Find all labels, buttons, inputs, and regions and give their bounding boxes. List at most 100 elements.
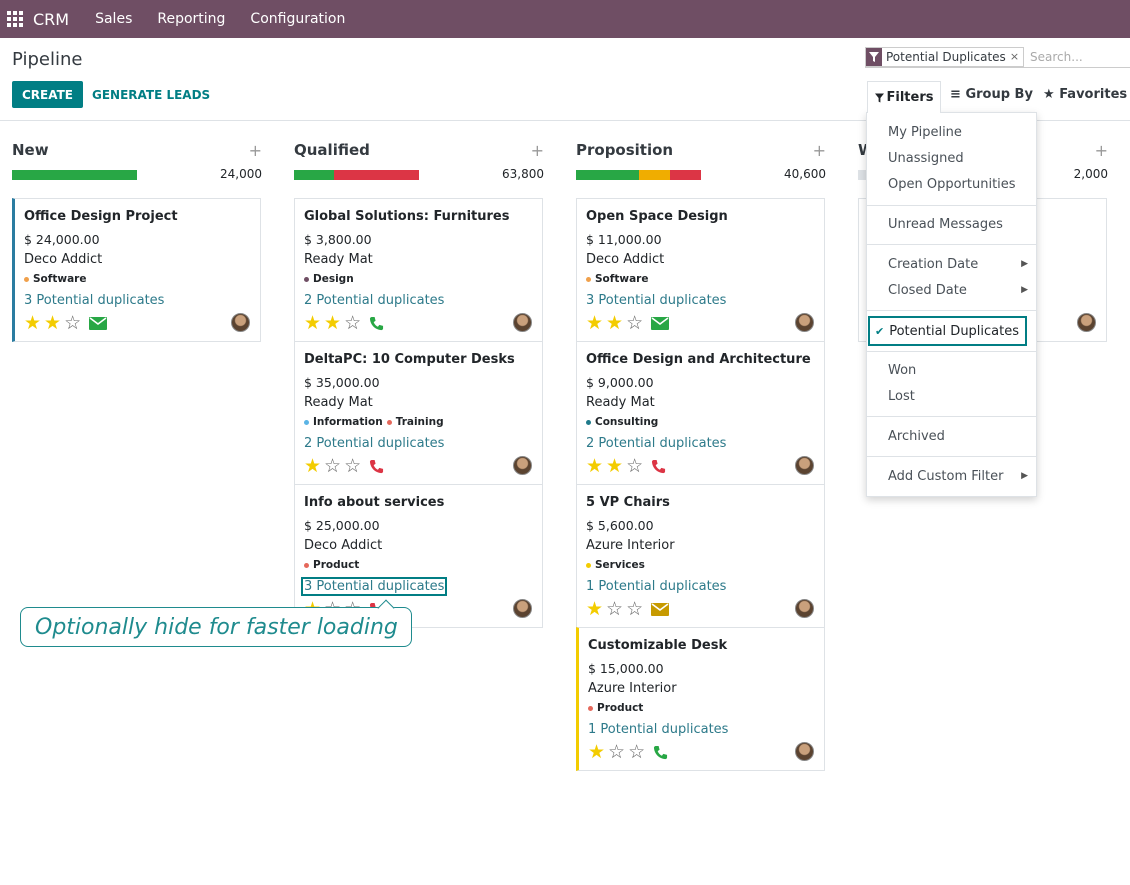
star-empty-icon[interactable]: ☆ [626, 598, 644, 620]
star-empty-icon[interactable]: ☆ [64, 312, 82, 334]
card-footer: ★☆☆ [304, 457, 384, 476]
column-title[interactable]: New [12, 141, 49, 159]
kanban-card[interactable]: DeltaPC: 10 Computer Desks $ 35,000.00 Rea… [294, 341, 543, 485]
avatar[interactable] [231, 313, 250, 332]
filter-unread-messages[interactable]: Unread Messages [867, 211, 1036, 237]
filter-my-pipeline[interactable]: My Pipeline [867, 119, 1036, 145]
star-filled-icon[interactable]: ★ [588, 741, 606, 763]
star-filled-icon[interactable]: ★ [606, 455, 624, 477]
envelope-icon[interactable] [89, 317, 108, 330]
facet-remove-icon[interactable]: × [1009, 50, 1020, 63]
column-progress-bar[interactable] [294, 170, 419, 180]
progress-segment[interactable] [669, 170, 701, 180]
star-empty-icon[interactable]: ☆ [606, 598, 624, 620]
generate-leads-button[interactable]: GENERATE LEADS [92, 87, 211, 102]
kanban-card[interactable]: Info about services $ 25,000.00 Deco Addic… [294, 484, 543, 628]
phone-icon[interactable] [369, 459, 384, 474]
filter-lost[interactable]: Lost [867, 383, 1036, 409]
add-card-icon[interactable]: + [248, 141, 262, 160]
potential-duplicates-link[interactable]: 2 Potential duplicates [304, 436, 445, 451]
filter-won[interactable]: Won [867, 357, 1036, 383]
potential-duplicates-link[interactable]: 3 Potential duplicates [24, 293, 165, 308]
potential-duplicates-link[interactable]: 2 Potential duplicates [304, 293, 445, 308]
filters-toggle[interactable]: Filters [867, 81, 941, 113]
avatar[interactable] [795, 456, 814, 475]
kanban-card[interactable]: Office Design Project $ 24,000.00 Deco Add… [12, 198, 261, 342]
progress-segment[interactable] [334, 170, 419, 180]
avatar[interactable] [795, 313, 814, 332]
star-empty-icon[interactable]: ☆ [344, 455, 362, 477]
phone-icon[interactable] [651, 459, 666, 474]
potential-duplicates-link[interactable]: 3 Potential duplicates [586, 293, 727, 308]
kanban-card[interactable]: 5 VP Chairs $ 5,600.00 Azure Interior Servi… [576, 484, 825, 628]
column-progress-bar[interactable] [12, 170, 137, 180]
search-input[interactable]: Search... [1030, 49, 1083, 64]
filter-archived[interactable]: Archived [867, 423, 1036, 449]
avatar[interactable] [795, 599, 814, 618]
tag: Design [304, 273, 354, 285]
phone-icon[interactable] [653, 745, 668, 760]
divider [867, 244, 1036, 245]
create-button[interactable]: CREATE [12, 81, 83, 108]
star-empty-icon[interactable]: ☆ [608, 741, 626, 763]
apps-menu-icon[interactable] [7, 11, 23, 27]
favorites-toggle[interactable]: ★ Favorites [1043, 87, 1127, 102]
filter-creation-date[interactable]: Creation Date ▶ [867, 251, 1036, 277]
avatar[interactable] [513, 313, 532, 332]
add-card-icon[interactable]: + [812, 141, 826, 160]
app-brand[interactable]: CRM [33, 9, 70, 29]
star-filled-icon[interactable]: ★ [606, 312, 624, 334]
kanban-card[interactable]: Global Solutions: Furnitures $ 3,800.00 Re… [294, 198, 543, 342]
star-filled-icon[interactable]: ★ [586, 598, 604, 620]
star-filled-icon[interactable]: ★ [324, 312, 342, 334]
star-empty-icon[interactable]: ☆ [626, 455, 644, 477]
star-filled-icon[interactable]: ★ [586, 455, 604, 477]
menu-sales[interactable]: Sales [95, 11, 133, 27]
tag: Services [586, 559, 645, 571]
star-filled-icon[interactable]: ★ [44, 312, 62, 334]
filter-unassigned[interactable]: Unassigned [867, 145, 1036, 171]
avatar[interactable] [513, 456, 532, 475]
tag: Information [304, 416, 383, 428]
kanban-card[interactable]: Open Space Design $ 11,000.00 Deco Addict S… [576, 198, 825, 342]
kanban-card[interactable]: Customizable Desk $ 15,000.00 Azure Interi… [576, 627, 825, 771]
column-title[interactable]: Qualified [294, 141, 370, 159]
potential-duplicates-link[interactable]: 3 Potential duplicates [301, 577, 448, 596]
filter-potential-duplicates[interactable]: ✔ Potential Duplicates [868, 316, 1027, 346]
star-empty-icon[interactable]: ☆ [324, 455, 342, 477]
card-company: Azure Interior [588, 681, 677, 696]
star-empty-icon[interactable]: ☆ [628, 741, 646, 763]
avatar[interactable] [513, 599, 532, 618]
add-custom-filter[interactable]: Add Custom Filter ▶ [867, 463, 1036, 489]
filter-open-opportunities[interactable]: Open Opportunities [867, 171, 1036, 197]
potential-duplicates-link[interactable]: 2 Potential duplicates [586, 436, 727, 451]
filter-closed-date[interactable]: Closed Date ▶ [867, 277, 1036, 303]
star-empty-icon[interactable]: ☆ [344, 312, 362, 334]
progress-segment[interactable] [638, 170, 670, 180]
kanban-card[interactable]: Office Design and Architecture $ 9,000.00… [576, 341, 825, 485]
potential-duplicates-link[interactable]: 1 Potential duplicates [588, 722, 729, 737]
potential-duplicates-link[interactable]: 1 Potential duplicates [586, 579, 727, 594]
search-bar[interactable]: Potential Duplicates × Search... [865, 46, 1130, 68]
envelope-icon[interactable] [651, 317, 670, 330]
avatar[interactable] [795, 742, 814, 761]
star-filled-icon[interactable]: ★ [586, 312, 604, 334]
star-filled-icon[interactable]: ★ [24, 312, 42, 334]
add-card-icon[interactable]: + [530, 141, 544, 160]
star-filled-icon[interactable]: ★ [304, 312, 322, 334]
progress-segment[interactable] [576, 170, 639, 180]
progress-segment[interactable] [12, 170, 137, 180]
add-card-icon[interactable]: + [1094, 141, 1108, 160]
progress-segment[interactable] [294, 170, 334, 180]
phone-icon[interactable] [369, 316, 384, 331]
star-filled-icon[interactable]: ★ [304, 455, 322, 477]
menu-configuration[interactable]: Configuration [250, 11, 346, 27]
star-empty-icon[interactable]: ☆ [626, 312, 644, 334]
group-by-toggle[interactable]: ≡ Group By [950, 87, 1033, 102]
menu-reporting[interactable]: Reporting [157, 11, 226, 27]
column-progress-bar[interactable] [576, 170, 701, 180]
avatar[interactable] [1077, 313, 1096, 332]
envelope-icon[interactable] [651, 603, 670, 616]
column-title[interactable]: Proposition [576, 141, 674, 159]
facet-label: Potential Duplicates [886, 49, 1006, 64]
